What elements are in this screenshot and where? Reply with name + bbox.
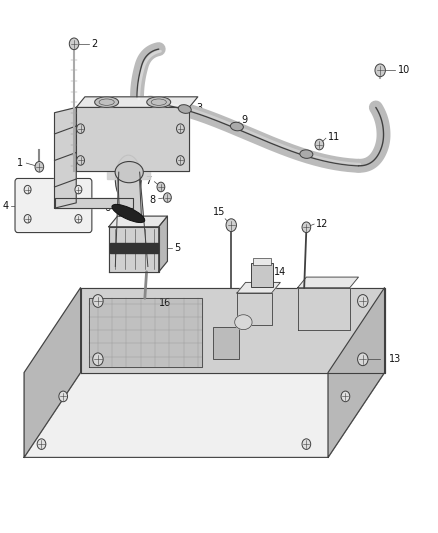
Ellipse shape bbox=[178, 104, 191, 114]
Circle shape bbox=[69, 38, 79, 50]
Circle shape bbox=[357, 353, 368, 366]
Text: 6: 6 bbox=[104, 203, 110, 213]
Polygon shape bbox=[298, 288, 350, 330]
Circle shape bbox=[75, 215, 82, 223]
Text: 7: 7 bbox=[145, 175, 152, 185]
Circle shape bbox=[24, 215, 31, 223]
Polygon shape bbox=[76, 108, 189, 171]
Polygon shape bbox=[89, 298, 202, 367]
Text: 1: 1 bbox=[17, 158, 23, 168]
FancyBboxPatch shape bbox=[251, 263, 273, 287]
Text: 8: 8 bbox=[149, 195, 155, 205]
Polygon shape bbox=[117, 171, 141, 216]
Polygon shape bbox=[81, 288, 385, 373]
Circle shape bbox=[59, 391, 67, 402]
FancyBboxPatch shape bbox=[253, 258, 271, 265]
Polygon shape bbox=[237, 293, 272, 325]
Text: 13: 13 bbox=[389, 354, 401, 364]
Circle shape bbox=[226, 219, 237, 231]
Polygon shape bbox=[76, 97, 198, 108]
Circle shape bbox=[163, 193, 171, 203]
Circle shape bbox=[93, 295, 103, 308]
Ellipse shape bbox=[112, 204, 145, 223]
Circle shape bbox=[177, 156, 184, 165]
Ellipse shape bbox=[115, 155, 141, 203]
Circle shape bbox=[37, 439, 46, 449]
Circle shape bbox=[315, 139, 324, 150]
Text: 2: 2 bbox=[92, 39, 98, 49]
Polygon shape bbox=[54, 198, 133, 208]
FancyBboxPatch shape bbox=[213, 327, 239, 359]
Text: 3: 3 bbox=[197, 103, 203, 114]
Polygon shape bbox=[298, 277, 358, 288]
Circle shape bbox=[302, 439, 311, 449]
Polygon shape bbox=[106, 108, 150, 179]
Circle shape bbox=[35, 161, 44, 172]
Circle shape bbox=[341, 391, 350, 402]
Polygon shape bbox=[54, 108, 76, 208]
Text: 5: 5 bbox=[174, 243, 180, 253]
Circle shape bbox=[302, 222, 311, 232]
Circle shape bbox=[93, 353, 103, 366]
Text: 14: 14 bbox=[274, 267, 286, 277]
Ellipse shape bbox=[147, 97, 171, 108]
Ellipse shape bbox=[230, 122, 244, 131]
Polygon shape bbox=[237, 282, 280, 293]
Circle shape bbox=[157, 182, 165, 192]
Ellipse shape bbox=[95, 97, 119, 108]
Circle shape bbox=[177, 124, 184, 133]
Circle shape bbox=[77, 124, 85, 133]
Text: 11: 11 bbox=[328, 132, 340, 142]
Ellipse shape bbox=[235, 315, 252, 329]
Text: 9: 9 bbox=[241, 115, 247, 125]
Circle shape bbox=[357, 295, 368, 308]
Ellipse shape bbox=[115, 161, 143, 183]
Text: 10: 10 bbox=[398, 66, 410, 75]
Circle shape bbox=[75, 185, 82, 194]
Circle shape bbox=[375, 64, 385, 77]
Polygon shape bbox=[328, 288, 385, 457]
Text: 4: 4 bbox=[3, 200, 9, 211]
Ellipse shape bbox=[300, 150, 313, 158]
FancyBboxPatch shape bbox=[15, 179, 92, 232]
Polygon shape bbox=[24, 373, 385, 457]
Polygon shape bbox=[110, 243, 158, 253]
Text: 12: 12 bbox=[316, 219, 328, 229]
Text: 15: 15 bbox=[213, 207, 226, 217]
Text: 16: 16 bbox=[159, 297, 171, 308]
Circle shape bbox=[24, 185, 31, 194]
Polygon shape bbox=[24, 288, 81, 457]
Polygon shape bbox=[115, 172, 148, 266]
Polygon shape bbox=[159, 216, 167, 272]
Polygon shape bbox=[109, 227, 159, 272]
Circle shape bbox=[77, 156, 85, 165]
Polygon shape bbox=[109, 216, 167, 227]
